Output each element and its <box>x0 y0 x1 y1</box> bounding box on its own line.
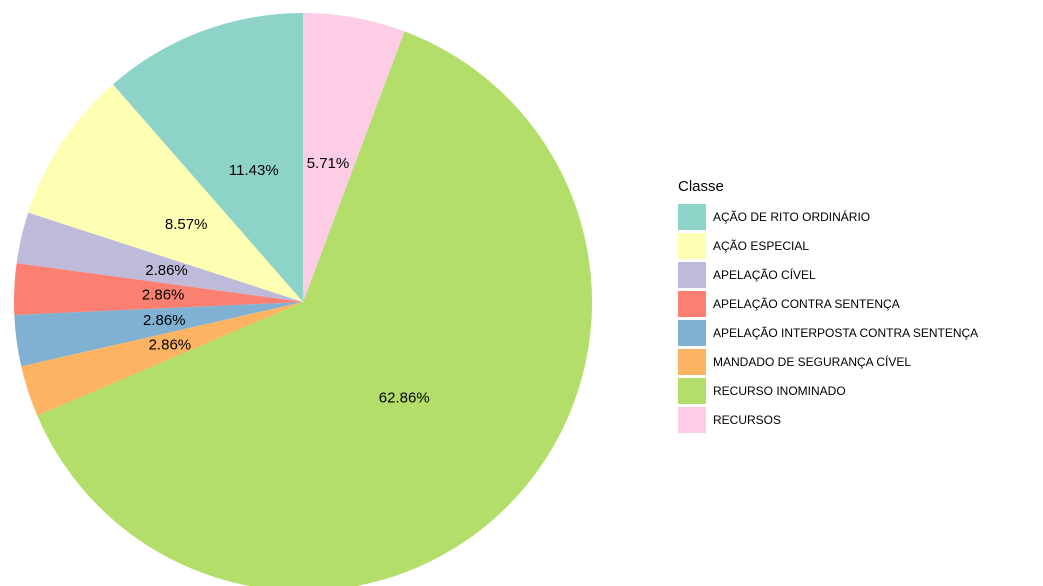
legend-title: Classe <box>678 178 724 195</box>
legend-key <box>678 349 706 375</box>
legend-label: RECURSO INOMINADO <box>713 384 846 398</box>
legend-key <box>678 291 706 317</box>
data-label: 2.86% <box>142 287 185 304</box>
data-label: 5.71% <box>307 155 350 172</box>
data-label: 2.86% <box>149 336 192 353</box>
legend-key <box>678 320 706 346</box>
pie-slice <box>16 212 303 302</box>
pie-slice <box>14 263 304 316</box>
legend-key <box>678 407 706 433</box>
legend-label: APELAÇÃO INTERPOSTA CONTRA SENTENÇA <box>713 326 978 340</box>
pie-slice <box>21 302 303 416</box>
pie-slice <box>303 13 405 302</box>
legend-label: RECURSOS <box>713 413 781 427</box>
pie-slice <box>14 302 303 367</box>
legend-label: APELAÇÃO CONTRA SENTENÇA <box>713 297 900 311</box>
pie-slice <box>28 84 304 303</box>
data-label: 11.43% <box>229 162 279 179</box>
data-label: 8.57% <box>165 216 208 233</box>
legend-label: APELAÇÃO CÍVEL <box>713 267 816 282</box>
pie-slice <box>37 31 592 586</box>
legend-key <box>678 378 706 404</box>
data-label: 62.86% <box>379 390 430 407</box>
legend-key <box>678 204 706 230</box>
pie-slice <box>112 13 303 302</box>
data-label: 2.86% <box>143 312 186 329</box>
data-label: 2.86% <box>145 262 188 279</box>
legend-key <box>678 233 706 259</box>
legend-label: AÇÃO ESPECIAL <box>713 239 809 253</box>
legend-label: AÇÃO DE RITO ORDINÁRIO <box>713 209 870 224</box>
legend-label: MANDADO DE SEGURANÇA CÍVEL <box>713 354 911 369</box>
legend-key <box>678 262 706 288</box>
